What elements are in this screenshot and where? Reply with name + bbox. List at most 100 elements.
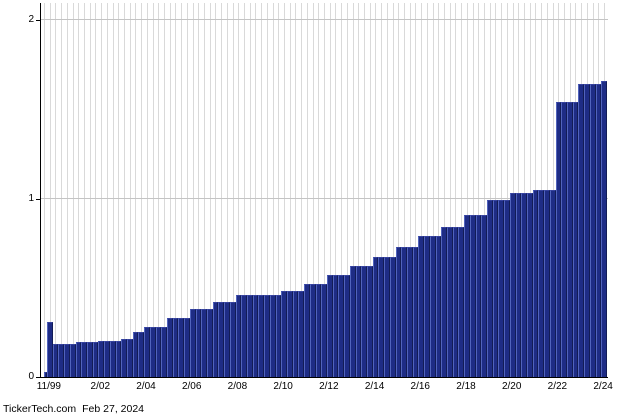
bar-8/10 [292,291,299,377]
vertical-gridline [186,3,188,377]
y-axis-tick [36,20,40,21]
bar-5/23 [584,84,590,377]
vertical-gridline [449,3,451,377]
bar-8/15 [406,246,413,377]
vertical-gridline [289,3,291,377]
x-axis-label: 2/04 [136,381,156,392]
bar-5/12 [332,275,339,377]
vertical-gridline [95,3,97,377]
bar-11/14 [389,257,396,377]
bar-2/14 [372,257,379,377]
bar-8/07 [224,302,230,377]
vertical-gridline [466,3,468,377]
bar-2/09 [258,294,265,377]
bar-11/07 [229,302,236,377]
bar-5/21 [538,189,545,377]
bar-2/11 [304,284,310,377]
vertical-gridline [123,3,125,377]
x-axis-label: 2/12 [319,381,339,392]
vertical-gridline [146,3,148,377]
vertical-gridline [523,3,525,377]
bar-8/20 [521,193,527,377]
vertical-gridline [421,3,423,377]
vertical-gridline [529,3,531,377]
vertical-gridline [118,3,120,377]
bar-8/12 [338,275,345,377]
vertical-gridline [318,3,320,377]
bar-11/01 [92,342,99,377]
x-axis-label: 2/24 [593,381,613,392]
vertical-gridline [255,3,257,377]
vertical-gridline [72,3,74,377]
vertical-gridline [432,3,434,377]
vertical-gridline [443,3,445,377]
vertical-gridline [83,3,85,377]
x-axis-label: 2/10 [273,381,293,392]
vertical-gridline [141,3,143,377]
vertical-gridline [409,3,411,377]
y-axis-tick [36,377,40,378]
vertical-gridline [323,3,325,377]
vertical-gridline [381,3,383,377]
bar-8/00 [64,343,70,377]
vertical-gridline [335,3,337,377]
bar-11/03 [138,332,145,377]
bar-5/16 [424,236,430,377]
bar-5/01 [81,342,87,377]
bar-8/21 [544,189,550,377]
vertical-gridline [61,3,63,377]
vertical-gridline [112,3,114,377]
bar-11/15 [412,246,419,377]
vertical-gridline [278,3,280,377]
vertical-gridline [346,3,348,377]
bar-2/23 [578,84,585,377]
bar-5/05 [172,318,179,377]
bar-8/17 [452,227,459,377]
vertical-gridline [175,3,177,377]
bar-2/18 [464,214,470,377]
vertical-gridline [495,3,497,377]
x-axis-label: 2/02 [90,381,111,392]
bar-8/05 [178,318,185,377]
vertical-gridline [169,3,171,377]
vertical-gridline [352,3,354,377]
bar-8/03 [132,332,139,377]
vertical-gridline [192,3,194,377]
vertical-gridline [489,3,491,377]
x-axis-label: 2/08 [227,381,248,392]
bar-5/22 [561,102,567,377]
x-axis-label: 2/20 [501,381,522,392]
chart-footer: TickerTech.com Feb 27, 2024 [3,403,150,415]
x-axis-label: 2/16 [410,381,430,392]
bar-8/09 [269,294,276,377]
bar-5/08 [241,294,247,377]
vertical-gridline [203,3,205,377]
bar-2/02 [98,341,105,377]
bar-8/14 [384,257,390,377]
vertical-gridline [301,3,303,377]
bar-8/13 [361,266,367,377]
bar-2/15 [395,246,402,377]
bar-5/15 [401,246,407,377]
bar-11/18 [481,214,487,377]
bar-11/05 [184,318,190,377]
bar-5/04 [149,327,156,377]
x-axis-label: 2/14 [364,381,385,392]
bar-11/13 [366,266,373,377]
vertical-gridline [483,3,485,377]
vertical-gridline [181,3,183,377]
bar-8/11 [315,284,322,377]
bar-5/03 [126,338,133,377]
bar-8/02 [109,341,116,377]
bar-5/19 [492,200,499,377]
bar-2/04 [144,327,150,377]
vertical-gridline [78,3,80,377]
bar-8/08 [246,294,253,377]
bar-2/19 [486,200,493,377]
vertical-gridline [518,3,520,377]
y-axis-tick [36,198,40,200]
vertical-gridline [369,3,371,377]
chart-date: Feb 27, 2024 [82,403,145,415]
vertical-gridline [163,3,165,377]
bar-2/12 [326,275,333,377]
